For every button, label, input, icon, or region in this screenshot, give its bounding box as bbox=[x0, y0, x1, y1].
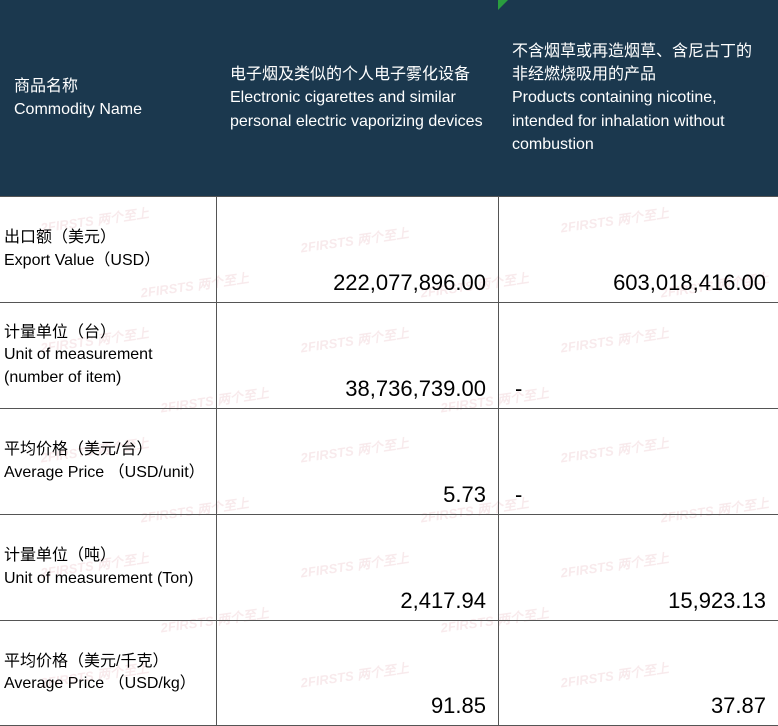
table-header-row: 商品名称 Commodity Name 电子烟及类似的个人电子雾化设备 Elec… bbox=[0, 0, 778, 196]
header-label-en: Products containing nicotine, intended f… bbox=[512, 86, 764, 156]
row-label-en: Unit of measurement (number of item) bbox=[4, 344, 208, 389]
row-label-zh: 计量单位（台） bbox=[4, 322, 208, 344]
header-ecig: 电子烟及类似的个人电子雾化设备 Electronic cigarettes an… bbox=[216, 0, 498, 196]
table-row: 出口额（美元） Export Value（USD） 222,077,896.00… bbox=[0, 196, 778, 302]
header-commodity-name: 商品名称 Commodity Name bbox=[0, 0, 216, 196]
header-label-en: Electronic cigarettes and similar person… bbox=[230, 86, 484, 132]
row-label: 计量单位（吨） Unit of measurement (Ton) bbox=[0, 515, 216, 620]
cell-value: 603,018,416.00 bbox=[498, 197, 778, 302]
table-row: 平均价格（美元/台） Average Price （USD/unit） 5.73… bbox=[0, 408, 778, 514]
cell-value: 5.73 bbox=[216, 409, 498, 514]
row-label: 计量单位（台） Unit of measurement (number of i… bbox=[0, 303, 216, 408]
cell-value: 2,417.94 bbox=[216, 515, 498, 620]
cell-value: - bbox=[498, 409, 778, 514]
dash-value: - bbox=[511, 376, 522, 402]
row-label-zh: 计量单位（吨） bbox=[4, 545, 208, 567]
table-row: 计量单位（吨） Unit of measurement (Ton) 2,417.… bbox=[0, 514, 778, 620]
cell-value: 91.85 bbox=[216, 621, 498, 725]
header-label-zh: 不含烟草或再造烟草、含尼古丁的非经燃烧吸用的产品 bbox=[512, 40, 764, 86]
table-row: 计量单位（台） Unit of measurement (number of i… bbox=[0, 302, 778, 408]
corner-marker bbox=[498, 0, 508, 10]
row-label-zh: 平均价格（美元/台） bbox=[4, 439, 208, 461]
row-label-en: Average Price （USD/unit） bbox=[4, 462, 208, 484]
dash-value: - bbox=[511, 482, 522, 508]
header-label-zh: 电子烟及类似的个人电子雾化设备 bbox=[230, 63, 484, 86]
cell-value: 15,923.13 bbox=[498, 515, 778, 620]
row-label: 平均价格（美元/千克） Average Price （USD/kg） bbox=[0, 621, 216, 725]
table-body: 出口额（美元） Export Value（USD） 222,077,896.00… bbox=[0, 196, 778, 726]
row-label-en: Export Value（USD） bbox=[4, 250, 208, 272]
header-label-zh: 商品名称 bbox=[14, 75, 202, 98]
header-nicotine-products: 不含烟草或再造烟草、含尼古丁的非经燃烧吸用的产品 Products contai… bbox=[498, 0, 778, 196]
cell-value: - bbox=[498, 303, 778, 408]
header-label-en: Commodity Name bbox=[14, 98, 202, 121]
row-label-en: Average Price （USD/kg） bbox=[4, 673, 208, 695]
cell-value: 222,077,896.00 bbox=[216, 197, 498, 302]
row-label: 平均价格（美元/台） Average Price （USD/unit） bbox=[0, 409, 216, 514]
row-label-zh: 出口额（美元） bbox=[4, 227, 208, 249]
row-label: 出口额（美元） Export Value（USD） bbox=[0, 197, 216, 302]
cell-value: 38,736,739.00 bbox=[216, 303, 498, 408]
row-label-en: Unit of measurement (Ton) bbox=[4, 568, 208, 590]
table-row: 平均价格（美元/千克） Average Price （USD/kg） 91.85… bbox=[0, 620, 778, 726]
cell-value: 37.87 bbox=[498, 621, 778, 725]
row-label-zh: 平均价格（美元/千克） bbox=[4, 651, 208, 673]
